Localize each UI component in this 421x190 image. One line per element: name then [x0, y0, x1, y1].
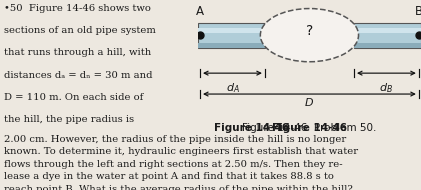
Bar — [354, 43, 421, 48]
Bar — [354, 28, 421, 33]
Text: ?: ? — [306, 24, 313, 38]
Text: Figure 14-46: Figure 14-46 — [272, 123, 347, 133]
Text: $d_B$: $d_B$ — [379, 81, 393, 95]
Text: $d_A$: $d_A$ — [226, 81, 240, 95]
Ellipse shape — [260, 9, 359, 62]
Text: •50  Figure 14-46 shows two: •50 Figure 14-46 shows two — [4, 4, 151, 13]
Text: Figure 14-46: Figure 14-46 — [214, 123, 289, 133]
Text: the hill, the pipe radius is: the hill, the pipe radius is — [4, 115, 134, 124]
Text: distances dₐ = dₙ = 30 m and: distances dₐ = dₙ = 30 m and — [4, 70, 152, 80]
Text: known. To determine it, hydraulic engineers first establish that water: known. To determine it, hydraulic engine… — [4, 147, 358, 156]
Text: D = 110 m. On each side of: D = 110 m. On each side of — [4, 93, 143, 102]
Bar — [198, 23, 265, 48]
Text: lease a dye in the water at point A and find that it takes 88.8 s to: lease a dye in the water at point A and … — [4, 172, 334, 181]
Text: $D$: $D$ — [304, 96, 314, 108]
Text: A: A — [196, 5, 204, 18]
Text: sections of an old pipe system: sections of an old pipe system — [4, 26, 156, 35]
Text: reach point B. What is the average radius of the pipe within the hill?: reach point B. What is the average radiu… — [4, 185, 353, 190]
Text: flows through the left and right sections at 2.50 m/s. Then they re-: flows through the left and right section… — [4, 160, 343, 169]
Text: 2.00 cm. However, the radius of the pipe inside the hill is no longer: 2.00 cm. However, the radius of the pipe… — [4, 135, 346, 144]
Bar — [198, 43, 265, 48]
Bar — [198, 28, 265, 33]
Text: that runs through a hill, with: that runs through a hill, with — [4, 48, 151, 57]
Text: B: B — [415, 5, 421, 18]
Bar — [354, 23, 421, 48]
Text: Figure 14-46  Problem 50.: Figure 14-46 Problem 50. — [242, 123, 377, 133]
